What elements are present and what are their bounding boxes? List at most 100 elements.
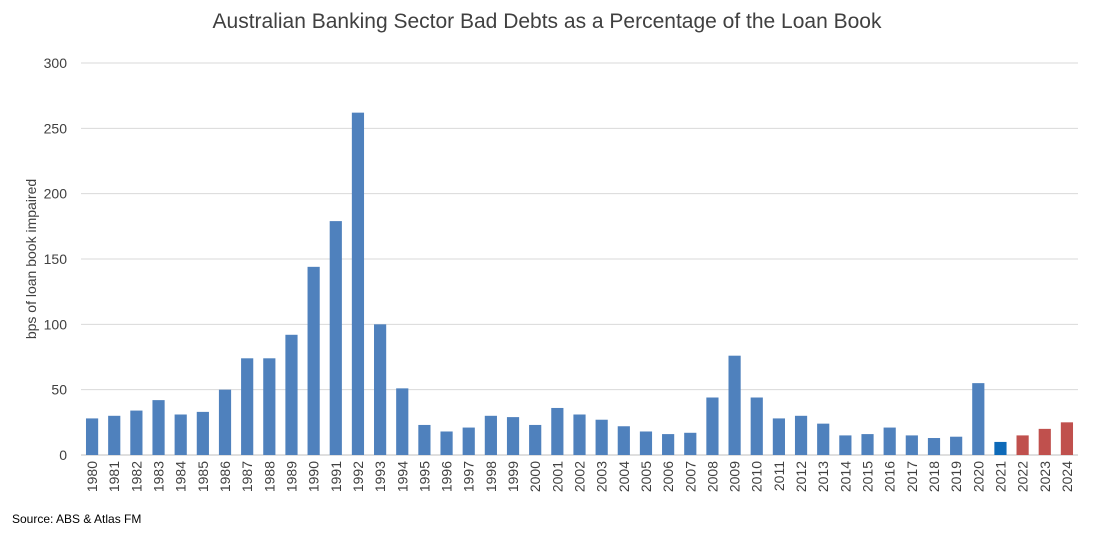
- x-tick-label: 2018: [926, 461, 942, 492]
- bar-2001: [551, 407, 564, 455]
- x-tick-label: 1998: [483, 461, 499, 492]
- bar-2005: [639, 431, 653, 455]
- bar-2010: [750, 397, 763, 455]
- x-tick-label: 2003: [594, 461, 610, 492]
- x-tick-label: 2015: [860, 461, 876, 492]
- bar-1997: [462, 427, 475, 455]
- bar-2016: [883, 427, 896, 455]
- bar-1981: [108, 415, 121, 455]
- x-tick-label: 2020: [970, 461, 986, 492]
- bar-2011: [772, 418, 785, 455]
- x-tick-label: 2011: [771, 461, 787, 491]
- y-tick-label: 300: [44, 55, 68, 71]
- bar-1999: [506, 417, 520, 455]
- bar-1996: [440, 431, 453, 455]
- bar-1993: [374, 324, 387, 455]
- x-tick-label: 2005: [638, 461, 654, 492]
- bar-2015: [861, 434, 874, 455]
- bar-2022: [1016, 435, 1029, 455]
- y-tick-label: 100: [44, 316, 68, 332]
- x-tick-label: 1995: [416, 461, 432, 492]
- x-tick-label: 2006: [660, 461, 676, 492]
- x-tick-label: 1980: [84, 461, 100, 492]
- y-tick-label: 200: [44, 186, 68, 202]
- bar-2023: [1038, 428, 1051, 455]
- bar-1982: [130, 410, 143, 455]
- bar-2007: [684, 432, 697, 455]
- bar-2012: [794, 415, 808, 455]
- bar-1986: [218, 389, 232, 455]
- x-tick-label: 2023: [1037, 461, 1053, 492]
- x-tick-label: 2000: [527, 461, 543, 492]
- x-tick-label: 1994: [394, 461, 410, 492]
- bar-1991: [329, 221, 342, 455]
- x-tick-label: 1989: [283, 461, 299, 492]
- x-tick-label: 2021: [992, 461, 1008, 492]
- bar-2009: [728, 355, 741, 455]
- bar-2008: [706, 397, 719, 455]
- x-tick-label: 2002: [572, 461, 588, 492]
- bar-2002: [573, 414, 586, 455]
- x-tick-label: 2008: [704, 461, 720, 492]
- x-tick-label: 2016: [882, 461, 898, 492]
- x-tick-label: 2024: [1059, 461, 1075, 492]
- x-tick-label: 2004: [616, 461, 632, 492]
- x-tick-label: 1997: [461, 461, 477, 492]
- bar-2018: [927, 438, 941, 455]
- y-axis-ticks: 0 50 100 150 200 250 300: [44, 55, 68, 463]
- y-tick-label: 250: [44, 120, 68, 136]
- bar-2006: [662, 434, 675, 455]
- bar-1995: [418, 424, 431, 455]
- bar-1985: [196, 411, 209, 455]
- x-tick-label: 1987: [239, 461, 255, 492]
- x-tick-label: 1996: [439, 461, 455, 492]
- x-tick-label: 1981: [106, 461, 122, 492]
- x-tick-label: 1993: [372, 461, 388, 492]
- source-note: Source: ABS & Atlas FM: [12, 512, 142, 526]
- bar-1990: [307, 266, 320, 455]
- x-tick-label: 2013: [815, 461, 831, 492]
- bar-1980: [85, 418, 99, 455]
- bar-2004: [617, 426, 630, 455]
- bar-2019: [950, 436, 963, 455]
- bar-1988: [263, 358, 276, 455]
- x-tick-label: 1986: [217, 461, 233, 492]
- x-tick-label: 2014: [837, 461, 853, 492]
- bar-1983: [152, 400, 165, 455]
- bar-1989: [285, 334, 298, 455]
- x-tick-label: 2001: [549, 461, 565, 492]
- bar-1992: [351, 112, 365, 456]
- x-tick-label: 2017: [904, 461, 920, 492]
- bar-2003: [595, 419, 608, 455]
- bars: [85, 112, 1074, 456]
- bar-2024: [1060, 422, 1074, 455]
- y-tick-label: 50: [51, 382, 67, 398]
- bar-2021: [994, 441, 1007, 455]
- x-tick-label: 2010: [749, 461, 765, 492]
- x-tick-label: 1982: [128, 461, 144, 492]
- x-tick-label: 2019: [948, 461, 964, 492]
- bar-2013: [817, 423, 830, 455]
- x-tick-label: 1985: [195, 461, 211, 492]
- x-tick-label: 2007: [682, 461, 698, 492]
- x-tick-label: 1991: [328, 461, 344, 492]
- bar-2000: [529, 424, 542, 455]
- y-axis-label: bps of loan book impaired: [23, 179, 39, 339]
- chart-title: Australian Banking Sector Bad Debts as a…: [212, 10, 882, 33]
- x-tick-label: 1992: [350, 461, 366, 492]
- x-axis-ticks: 1980 1981 1982 1983 1984 1985 1986 1987 1988 1989…: [84, 461, 1075, 492]
- bar-1994: [396, 388, 409, 455]
- bar-1987: [241, 358, 254, 455]
- bar-2017: [905, 435, 918, 455]
- bar-2014: [839, 435, 852, 455]
- y-tick-label: 0: [59, 447, 67, 463]
- x-tick-label: 1984: [173, 461, 189, 492]
- bar-1984: [174, 414, 187, 455]
- x-tick-label: 1988: [261, 461, 277, 492]
- x-tick-label: 1990: [306, 461, 322, 492]
- x-tick-label: 1999: [505, 461, 521, 492]
- bar-2020: [972, 383, 985, 455]
- x-tick-label: 1983: [151, 461, 167, 492]
- x-tick-label: 2022: [1015, 461, 1031, 492]
- bar-1998: [484, 415, 497, 455]
